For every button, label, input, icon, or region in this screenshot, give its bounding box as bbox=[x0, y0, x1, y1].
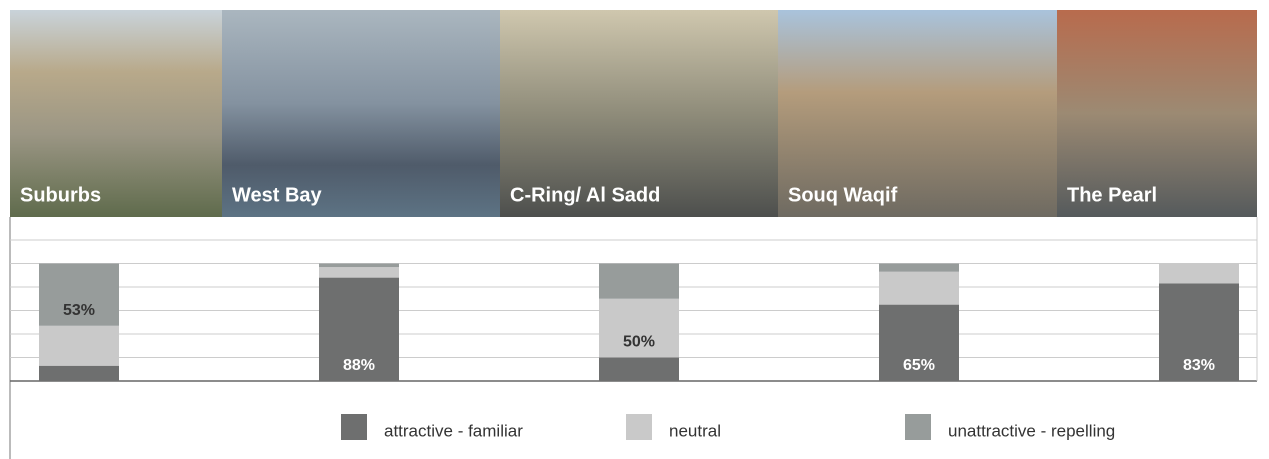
bar-segment bbox=[39, 365, 119, 381]
bar-segment bbox=[319, 263, 399, 268]
photo-strip bbox=[10, 10, 1257, 217]
legend-swatch bbox=[626, 414, 652, 440]
bar-segment bbox=[39, 325, 119, 366]
bar-segment bbox=[1159, 263, 1239, 284]
legend-label: neutral bbox=[669, 421, 721, 440]
value-label: 88% bbox=[343, 357, 375, 374]
value-label: 65% bbox=[903, 357, 935, 374]
category-label: West Bay bbox=[232, 184, 323, 206]
bar-segment bbox=[39, 263, 119, 326]
legend-label: attractive - familiar bbox=[384, 421, 523, 440]
value-label: 83% bbox=[1183, 357, 1215, 374]
photo bbox=[222, 10, 500, 217]
legend-swatch bbox=[341, 414, 367, 440]
value-label: 53% bbox=[63, 302, 95, 319]
bar-segment bbox=[879, 271, 959, 305]
legend-swatch bbox=[905, 414, 931, 440]
bar-segment bbox=[319, 267, 399, 278]
bar-segment bbox=[319, 277, 399, 381]
bar-segment bbox=[879, 263, 959, 272]
photo bbox=[10, 10, 222, 217]
value-label: 50% bbox=[623, 334, 655, 351]
bar-segment bbox=[599, 357, 679, 381]
photo bbox=[1057, 10, 1257, 217]
bar-segment bbox=[599, 263, 679, 299]
legend-label: unattractive - repelling bbox=[948, 421, 1115, 440]
category-label: C-Ring/ Al Sadd bbox=[510, 184, 660, 206]
category-label: Souq Waqif bbox=[788, 184, 898, 206]
photo bbox=[500, 10, 778, 217]
bar-segment bbox=[599, 298, 679, 358]
bar-segment bbox=[879, 304, 959, 381]
category-label: The Pearl bbox=[1067, 184, 1157, 206]
bar-segment bbox=[1159, 283, 1239, 381]
photo bbox=[778, 10, 1057, 217]
category-label: Suburbs bbox=[20, 184, 101, 206]
